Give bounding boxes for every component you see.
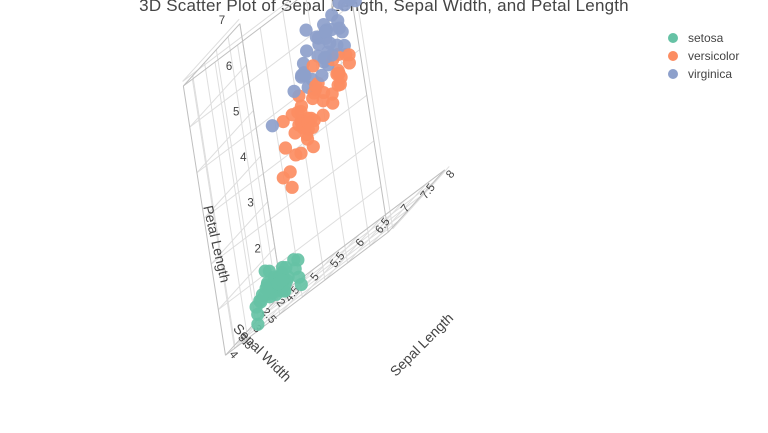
legend-swatch-versicolor [668, 51, 678, 61]
grid-line [259, 27, 303, 298]
point-versicolor[interactable] [289, 148, 303, 162]
grid-line [203, 94, 368, 219]
grid-line [210, 140, 375, 265]
legend: setosa versicolor virginica [668, 29, 739, 83]
point-virginica[interactable] [315, 68, 329, 82]
point-virginica[interactable] [318, 25, 332, 39]
point-virginica[interactable] [318, 50, 333, 65]
z-tick-label: 4 [240, 152, 247, 164]
axis-edge [183, 0, 298, 87]
chart-title: 3D Scatter Plot of Sepal Length, Sepal W… [139, 0, 629, 15]
legend-label-versicolor: versicolor [688, 49, 740, 63]
point-versicolor[interactable] [278, 141, 293, 155]
legend-item-virginica[interactable]: virginica [668, 65, 739, 83]
point-setosa[interactable] [255, 288, 270, 302]
grid-line [215, 49, 259, 320]
point-virginica[interactable] [332, 21, 346, 35]
axis-edge [182, 85, 226, 356]
point-versicolor[interactable] [306, 91, 320, 106]
point-virginica[interactable] [298, 68, 312, 83]
grid-line [182, 18, 240, 82]
z-tick-label: 5 [233, 106, 239, 118]
grid-line [392, 166, 450, 230]
grid-line [182, 0, 292, 82]
point-versicolor[interactable] [301, 116, 315, 130]
axis-edge [387, 169, 446, 233]
legend-label-setosa: setosa [688, 31, 724, 45]
point-versicolor[interactable] [300, 132, 315, 146]
grid-line [214, 61, 258, 332]
grid-line [204, 62, 248, 333]
point-versicolor[interactable] [316, 108, 330, 122]
z-tick-label: 6 [226, 61, 232, 73]
point-versicolor[interactable] [331, 66, 345, 81]
legend-item-setosa[interactable]: setosa [668, 29, 739, 47]
legend-label-virginica: virginica [688, 67, 733, 81]
axis-edge [225, 231, 389, 356]
grid-line [331, 0, 371, 246]
grid-line [189, 64, 247, 128]
grid-line [192, 75, 236, 345]
x-tick-label: 7.5 [419, 182, 438, 202]
point-virginica[interactable] [287, 84, 301, 98]
point-virginica[interactable] [265, 119, 279, 133]
point-virginica[interactable] [323, 36, 337, 50]
point-setosa[interactable] [251, 317, 265, 331]
axis-edge [351, 0, 389, 233]
axis-line-z [239, 23, 283, 294]
point-versicolor[interactable] [342, 48, 356, 62]
point-setosa[interactable] [251, 307, 265, 321]
grid-line [203, 155, 261, 219]
grid-line [196, 110, 254, 174]
point-versicolor[interactable] [291, 105, 305, 119]
grid-line [217, 247, 276, 310]
z-tick-label: 3 [247, 198, 253, 210]
point-versicolor[interactable] [326, 96, 340, 110]
point-setosa[interactable] [275, 273, 289, 287]
point-virginica[interactable] [348, 0, 362, 8]
point-virginica[interactable] [337, 0, 352, 12]
x-tick-label: 8 [444, 168, 457, 180]
point-versicolor[interactable] [306, 59, 320, 73]
legend-item-versicolor[interactable]: versicolor [668, 47, 739, 65]
point-versicolor[interactable] [285, 180, 299, 194]
grid-line [246, 208, 410, 333]
z-tick-label: 2 [254, 243, 260, 255]
point-virginica[interactable] [299, 44, 314, 58]
data-points[interactable] [249, 0, 387, 331]
point-setosa[interactable] [279, 261, 293, 275]
point-virginica[interactable] [299, 23, 313, 37]
grid-line [191, 79, 236, 349]
grid-line [282, 10, 326, 281]
grid-line [227, 36, 271, 307]
point-versicolor[interactable] [283, 165, 297, 179]
grid-line [258, 195, 422, 320]
axis-line-x [281, 169, 446, 294]
legend-swatch-setosa [668, 33, 678, 43]
z-tick-label: 7 [219, 15, 225, 27]
axis-edge [182, 23, 241, 87]
point-versicolor[interactable] [276, 114, 290, 129]
grid-line [218, 186, 382, 311]
x-axis-label: Sepal Length [387, 310, 457, 380]
y-tick-label: 4 [227, 349, 241, 362]
legend-swatch-virginica [668, 69, 678, 79]
grid-line [210, 201, 269, 265]
